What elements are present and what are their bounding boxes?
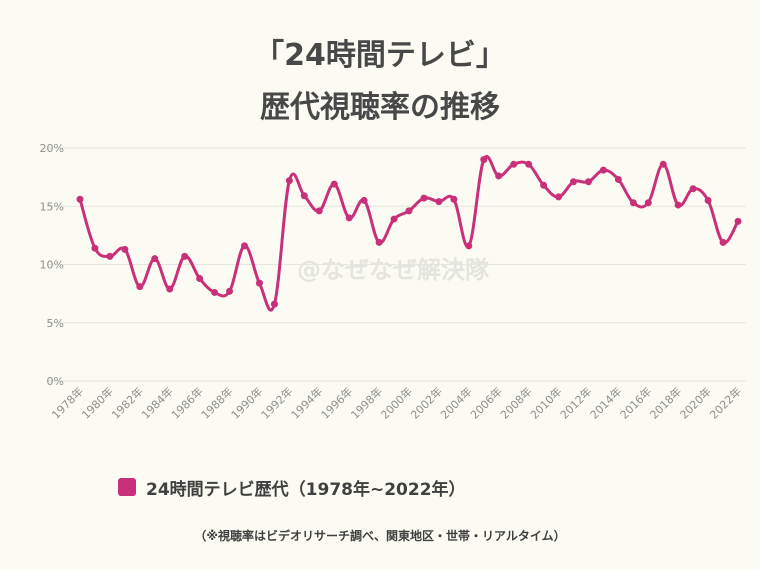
x-tick-label: 2006年 [467, 384, 504, 421]
x-tick-label: 1982年 [108, 384, 145, 421]
data-point [151, 255, 159, 263]
data-point [584, 178, 592, 186]
y-tick-label: 15% [40, 200, 64, 213]
x-tick-label: 1996年 [318, 384, 355, 421]
data-point [405, 207, 413, 215]
data-point [435, 198, 443, 206]
data-point [390, 215, 398, 223]
legend: 24時間テレビ歴代（1978年~2022年） [118, 476, 466, 500]
data-point [719, 238, 727, 246]
data-point [255, 279, 263, 287]
x-tick-label: 1978年 [49, 384, 86, 421]
x-tick-label: 2014年 [587, 384, 624, 421]
x-tick-label: 1994年 [288, 384, 325, 421]
x-tick-label: 1980年 [79, 384, 116, 421]
chart-title-line1: 「24時間テレビ」 [254, 38, 506, 73]
x-tick-label: 2010年 [527, 384, 564, 421]
x-tick-label: 1990年 [228, 384, 265, 421]
data-point [450, 195, 458, 203]
data-point [226, 287, 234, 295]
data-point [510, 160, 518, 168]
series-line [78, 155, 740, 312]
data-point [166, 285, 174, 293]
data-point [91, 244, 99, 252]
data-point [659, 160, 667, 168]
data-point [465, 242, 473, 250]
series-layer [76, 155, 742, 312]
data-point [270, 300, 278, 308]
data-point [300, 192, 308, 200]
data-point [674, 201, 682, 209]
grid [47, 147, 746, 382]
data-point [420, 194, 428, 202]
x-tick-label: 2016年 [617, 384, 654, 421]
data-point [599, 166, 607, 174]
x-tick-label: 2018年 [647, 384, 684, 421]
line-chart: @なぜなぜ解決隊 0%5%10%15%20% 1978年1980年1982年19… [40, 142, 746, 422]
data-point [360, 196, 368, 204]
data-point [375, 238, 383, 246]
x-tick-label: 1992年 [258, 384, 295, 421]
y-tick-label: 10% [40, 259, 64, 272]
data-point [704, 196, 712, 204]
data-point [689, 185, 697, 193]
data-point [211, 288, 219, 296]
source-note: （※視聴率はビデオリサーチ調べ、関東地区・世帯・リアルタイム） [194, 529, 566, 543]
legend-swatch [118, 478, 136, 496]
chart-title-line2: 歴代視聴率の推移 [260, 90, 500, 125]
y-axis: 0% 5% 10% 15% 20% [40, 142, 64, 388]
x-tick-label: 2002年 [408, 384, 445, 421]
data-point [480, 156, 488, 164]
data-point [734, 217, 742, 225]
data-point [181, 252, 189, 260]
x-axis: 1978年1980年1982年1984年1986年1988年1990年1992年… [49, 384, 744, 421]
x-tick-label: 1986年 [168, 384, 205, 421]
x-tick-label: 1988年 [198, 384, 235, 421]
watermark: @なぜなぜ解決隊 [297, 256, 490, 284]
legend-label: 24時間テレビ歴代（1978年~2022年） [146, 479, 466, 500]
data-point [106, 252, 114, 260]
x-tick-label: 2012年 [557, 384, 594, 421]
data-point [644, 199, 652, 207]
y-tick-label: 20% [40, 142, 64, 155]
x-tick-label: 2020年 [677, 384, 714, 421]
data-point [629, 199, 637, 207]
data-point [121, 245, 129, 253]
data-point [495, 172, 503, 180]
data-point [555, 193, 563, 201]
x-tick-label: 2004年 [437, 384, 474, 421]
data-point [345, 214, 353, 222]
x-tick-label: 2000年 [378, 384, 415, 421]
data-point [136, 283, 144, 291]
data-point [540, 181, 548, 189]
data-point [76, 195, 84, 203]
x-tick-label: 2022年 [707, 384, 744, 421]
data-point [315, 207, 323, 215]
data-point [285, 177, 293, 185]
data-point [570, 178, 577, 186]
data-point [525, 160, 533, 168]
x-tick-label: 1984年 [138, 384, 175, 421]
data-point [241, 242, 248, 250]
data-point [614, 175, 622, 183]
y-tick-label: 5% [47, 317, 64, 330]
data-point [330, 180, 338, 188]
x-tick-label: 2008年 [497, 384, 534, 421]
data-point [196, 274, 204, 282]
x-tick-label: 1998年 [348, 384, 385, 421]
y-tick-label: 0% [47, 375, 64, 388]
